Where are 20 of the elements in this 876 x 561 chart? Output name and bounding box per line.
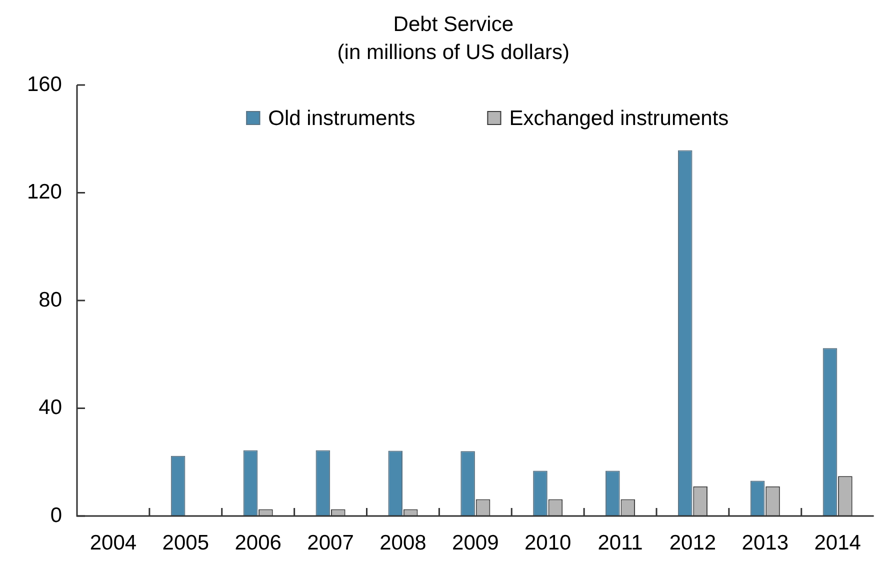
- y-tick-label: 80: [38, 288, 62, 312]
- x-tick-label: 2009: [452, 531, 499, 554]
- x-tick-label: 2007: [307, 531, 354, 554]
- y-tick-label: 160: [26, 72, 62, 96]
- y-tick-label: 40: [38, 396, 62, 420]
- chart-subtitle: (in millions of US dollars): [337, 40, 570, 64]
- x-tick-label: 2006: [234, 531, 282, 554]
- x-tick-label: 2004: [90, 531, 137, 554]
- legend-label: Old instruments: [268, 106, 416, 130]
- x-tick-label: 2013: [742, 531, 789, 554]
- chart-title: Debt Service: [393, 12, 514, 36]
- x-tick-label: 2010: [524, 531, 572, 554]
- x-tick-label: 2008: [380, 531, 426, 554]
- y-tick-label: 0: [50, 504, 62, 527]
- x-tick-label: 2012: [669, 531, 716, 554]
- x-tick-label: 2011: [598, 531, 643, 554]
- y-tick-label: 120: [26, 180, 62, 204]
- legend-label: Exchanged instruments: [509, 106, 729, 130]
- x-tick-label: 2014: [814, 531, 862, 554]
- x-tick-label: 2005: [162, 531, 210, 554]
